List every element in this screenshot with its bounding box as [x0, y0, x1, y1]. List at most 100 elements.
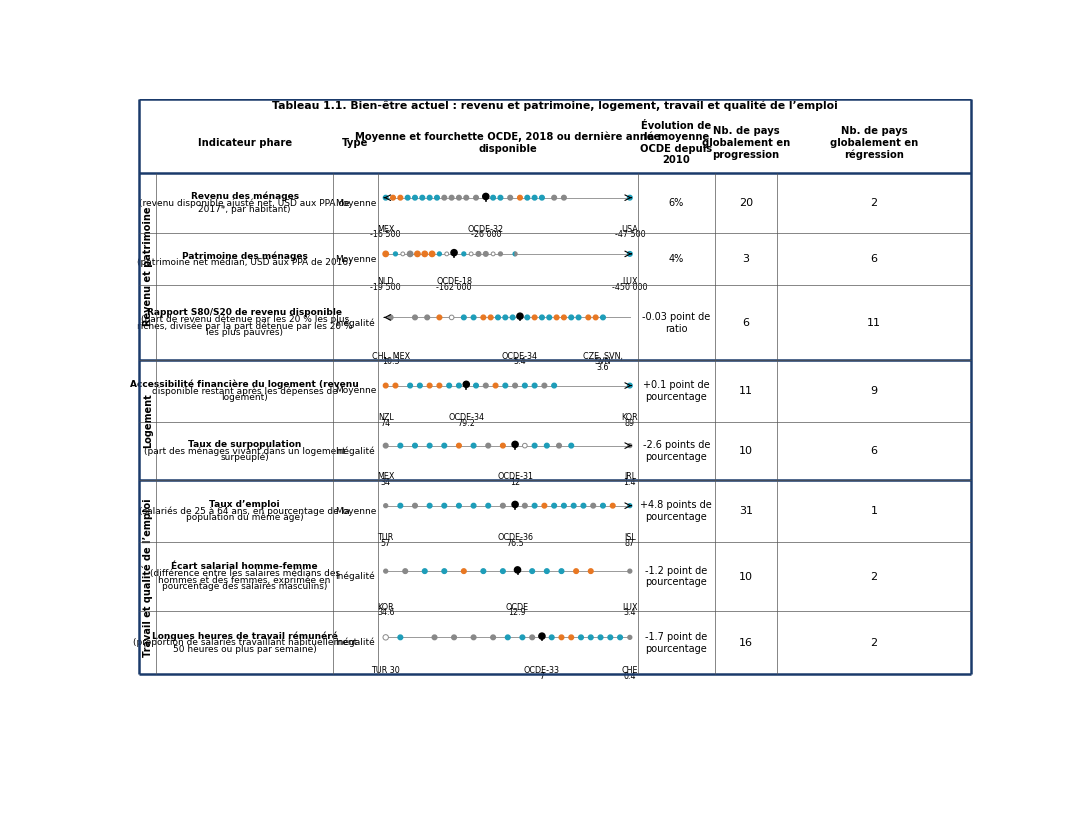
Text: 12: 12	[510, 477, 520, 487]
Circle shape	[389, 315, 393, 320]
Circle shape	[508, 196, 512, 200]
Text: -1.2 point de
pourcentage: -1.2 point de pourcentage	[645, 566, 707, 587]
Circle shape	[562, 315, 566, 320]
Circle shape	[574, 569, 578, 573]
Text: Inégalité: Inégalité	[336, 572, 376, 582]
Circle shape	[522, 444, 527, 448]
Text: Longues heures de travail rémunéré: Longues heures de travail rémunéré	[152, 631, 338, 641]
Text: Inégalité: Inégalité	[336, 446, 376, 456]
Circle shape	[428, 383, 432, 388]
Circle shape	[383, 196, 388, 200]
Circle shape	[383, 383, 388, 388]
Text: Écart salarial homme-femme: Écart salarial homme-femme	[171, 563, 318, 572]
Text: OCDE-34: OCDE-34	[501, 352, 538, 361]
Text: disponible restant après les dépenses de: disponible restant après les dépenses de	[152, 387, 338, 396]
Circle shape	[559, 569, 564, 573]
Circle shape	[572, 503, 576, 508]
Circle shape	[569, 444, 574, 448]
Text: 5.4: 5.4	[513, 358, 526, 367]
Text: logement): logement)	[221, 393, 268, 402]
Circle shape	[525, 196, 530, 200]
Circle shape	[383, 569, 388, 573]
Text: OCDE-31: OCDE-31	[497, 472, 533, 481]
Circle shape	[399, 503, 403, 508]
Circle shape	[491, 196, 495, 200]
Text: 89: 89	[625, 419, 635, 428]
Circle shape	[418, 383, 422, 388]
Circle shape	[383, 504, 388, 508]
Circle shape	[393, 252, 397, 256]
Circle shape	[449, 315, 454, 320]
Text: Inégalité: Inégalité	[336, 318, 376, 328]
Text: +0.1 point de
pourcentage: +0.1 point de pourcentage	[643, 380, 709, 401]
Circle shape	[539, 315, 545, 320]
Circle shape	[532, 383, 537, 388]
Text: 2: 2	[871, 638, 877, 648]
Circle shape	[471, 503, 475, 508]
Circle shape	[447, 383, 452, 388]
Circle shape	[593, 315, 598, 320]
Text: hommes et des femmes, exprimée en: hommes et des femmes, exprimée en	[158, 575, 330, 585]
Text: CZE, SVN,: CZE, SVN,	[583, 352, 623, 361]
Text: OCDE-36: OCDE-36	[497, 534, 533, 543]
Circle shape	[498, 252, 503, 256]
Circle shape	[628, 444, 631, 448]
Text: 3.4: 3.4	[624, 609, 636, 618]
Circle shape	[500, 444, 505, 448]
Text: 3: 3	[743, 254, 749, 264]
Circle shape	[445, 252, 448, 256]
Circle shape	[428, 444, 432, 448]
Text: Rapport S80/S20 de revenu disponible: Rapport S80/S20 de revenu disponible	[147, 308, 342, 317]
Text: 34: 34	[381, 477, 391, 487]
Circle shape	[469, 252, 473, 256]
Circle shape	[539, 633, 545, 639]
Text: 6: 6	[871, 446, 877, 456]
Circle shape	[383, 634, 389, 640]
Circle shape	[552, 503, 557, 508]
Text: 50 heures ou plus par semaine): 50 heures ou plus par semaine)	[173, 645, 316, 654]
Text: Évolution de
la moyenne
OCDE depuis
2010: Évolution de la moyenne OCDE depuis 2010	[640, 121, 713, 165]
Circle shape	[522, 383, 527, 388]
Circle shape	[578, 635, 584, 639]
Text: OCDE: OCDE	[506, 603, 530, 612]
Circle shape	[449, 196, 454, 200]
Circle shape	[434, 196, 440, 200]
Text: 7: 7	[539, 672, 545, 681]
Circle shape	[407, 251, 413, 257]
Circle shape	[500, 503, 505, 508]
Text: 2: 2	[871, 572, 877, 582]
Circle shape	[514, 567, 521, 573]
Text: 9: 9	[871, 386, 877, 396]
Text: OCDE-32: OCDE-32	[468, 225, 504, 234]
Circle shape	[582, 503, 586, 508]
Circle shape	[399, 196, 403, 200]
Circle shape	[486, 503, 491, 508]
Circle shape	[413, 315, 417, 320]
Text: -26 000: -26 000	[470, 230, 501, 240]
Circle shape	[399, 444, 403, 448]
Circle shape	[464, 382, 469, 387]
Circle shape	[617, 635, 623, 639]
Circle shape	[399, 635, 403, 639]
Text: (revenu disponible ajusté net, USD aux PPA de: (revenu disponible ajusté net, USD aux P…	[140, 198, 350, 208]
Circle shape	[403, 569, 407, 573]
Circle shape	[627, 383, 632, 388]
Circle shape	[522, 503, 527, 508]
Text: -1.7 point de
pourcentage: -1.7 point de pourcentage	[645, 632, 707, 653]
Circle shape	[543, 503, 547, 508]
Circle shape	[506, 635, 510, 639]
Text: les plus pauvres): les plus pauvres)	[206, 328, 283, 337]
Circle shape	[549, 635, 554, 639]
Text: USA: USA	[622, 225, 638, 234]
Circle shape	[588, 569, 593, 573]
Circle shape	[438, 383, 442, 388]
Circle shape	[442, 569, 446, 573]
Circle shape	[461, 315, 466, 320]
Circle shape	[442, 444, 446, 448]
Circle shape	[569, 315, 574, 320]
Text: -47 500: -47 500	[614, 230, 645, 240]
Circle shape	[532, 444, 537, 448]
Text: surpeuplé): surpeuplé)	[220, 453, 269, 463]
Text: Inégalité: Inégalité	[336, 638, 376, 648]
Text: Moyenne: Moyenne	[335, 506, 376, 515]
